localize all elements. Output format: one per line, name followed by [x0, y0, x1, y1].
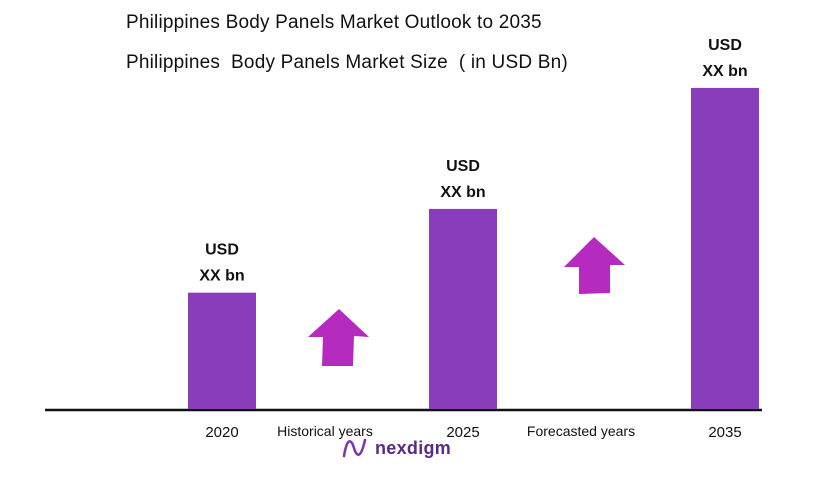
period-label-forecasted: Forecasted years	[527, 423, 635, 439]
bar-2035	[691, 87, 759, 410]
data-label-2035-currency: USD	[708, 37, 742, 54]
period-label-historical: Historical years	[277, 423, 373, 439]
data-label-2020-currency: USD	[205, 242, 239, 259]
chart-subtitle: Philippines Body Panels Market Size ( in…	[126, 52, 568, 73]
x-tick-label-2020: 2020	[205, 424, 238, 441]
brand-logo: nexdigm	[341, 436, 451, 460]
growth-arrow-icon	[308, 309, 369, 366]
growth-arrow-icon	[564, 237, 625, 294]
data-label-2020-value: XX bn	[199, 268, 244, 285]
data-label-2025-value: XX bn	[440, 184, 485, 201]
brand-name: nexdigm	[375, 437, 452, 458]
bar-2020	[188, 292, 256, 409]
x-tick-label-2035: 2035	[708, 424, 741, 441]
chart-title: Philippines Body Panels Market Outlook t…	[126, 12, 542, 33]
data-label-2025-currency: USD	[446, 158, 480, 175]
bar-2025	[429, 208, 497, 409]
x-tick-label-2025: 2025	[446, 424, 479, 441]
data-label-2035-value: XX bn	[702, 63, 747, 80]
nexdigm-logo-icon	[342, 438, 367, 458]
